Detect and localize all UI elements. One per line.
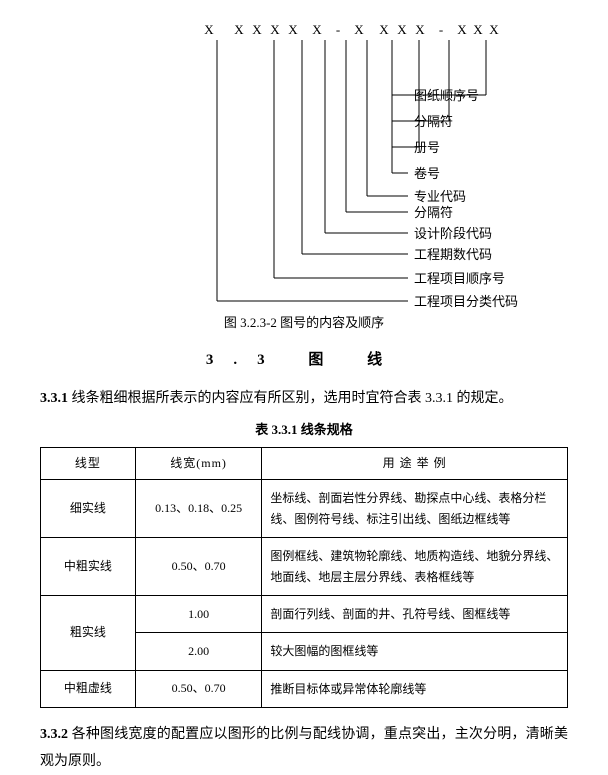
- col-header: 线宽(mm): [135, 448, 261, 480]
- table-caption: 表 3.3.1 线条规格: [40, 420, 568, 441]
- code-diagram: XXXXXX-XXXX-XXX 图纸顺序号分隔符册号卷号专业代码分隔符设计阶段代…: [94, 20, 514, 305]
- cell-width: 0.50、0.70: [135, 538, 261, 596]
- line-spec-table: 线型线宽(mm)用 途 举 例 细实线0.13、0.18、0.25坐标线、剖面岩…: [40, 447, 568, 708]
- cell-width: 0.50、0.70: [135, 670, 261, 707]
- table-row: 中粗实线0.50、0.70图例框线、建筑物轮廓线、地质构造线、地貌分界线、地面线…: [41, 538, 568, 596]
- cell-type: 中粗虚线: [41, 670, 136, 707]
- diagram-label: 卷号: [414, 164, 440, 185]
- cell-use: 坐标线、剖面岩性分界线、勘探点中心线、表格分栏线、图例符号线、标注引出线、图纸边…: [262, 480, 568, 538]
- paragraph-3-3-2: 3.3.2 各种图线宽度的配置应以图形的比例与配线协调，重点突出，主次分明，清晰…: [40, 722, 568, 775]
- para-text: 各种图线宽度的配置应以图形的比例与配线协调，重点突出，主次分明，清晰美观为原则。: [40, 727, 568, 769]
- paragraph-3-3-1: 3.3.1 线条粗细根据所表示的内容应有所区别，选用时宜符合表 3.3.1 的规…: [40, 386, 568, 413]
- para-number: 3.3.2: [40, 727, 68, 742]
- col-header: 用 途 举 例: [262, 448, 568, 480]
- diagram-label: 设计阶段代码: [414, 224, 492, 245]
- diagram-label: 工程项目顺序号: [414, 269, 505, 290]
- para-text: 线条粗细根据所表示的内容应有所区别，选用时宜符合表 3.3.1 的规定。: [68, 391, 513, 406]
- cell-use: 剖面行列线、剖面的井、孔符号线、图框线等: [262, 595, 568, 632]
- diagram-label: 册号: [414, 138, 440, 159]
- cell-type: 粗实线: [41, 595, 136, 670]
- cell-width: 1.00: [135, 595, 261, 632]
- figure-caption: 图 3.2.3-2 图号的内容及顺序: [40, 313, 568, 334]
- diagram-lines: [94, 20, 514, 310]
- diagram-label: 分隔符: [414, 112, 453, 133]
- cell-use: 图例框线、建筑物轮廓线、地质构造线、地貌分界线、地面线、地层主层分界线、表格框线…: [262, 538, 568, 596]
- cell-type: 细实线: [41, 480, 136, 538]
- section-heading: 3.3 图 线: [40, 348, 568, 372]
- cell-use: 较大图幅的图框线等: [262, 633, 568, 670]
- table-row: 中粗虚线0.50、0.70推断目标体或异常体轮廓线等: [41, 670, 568, 707]
- cell-width: 0.13、0.18、0.25: [135, 480, 261, 538]
- para-number: 3.3.1: [40, 391, 68, 406]
- col-header: 线型: [41, 448, 136, 480]
- diagram-label: 图纸顺序号: [414, 86, 479, 107]
- table-row: 细实线0.13、0.18、0.25坐标线、剖面岩性分界线、勘探点中心线、表格分栏…: [41, 480, 568, 538]
- table-row: 粗实线1.00剖面行列线、剖面的井、孔符号线、图框线等: [41, 595, 568, 632]
- cell-type: 中粗实线: [41, 538, 136, 596]
- diagram-label: 工程项目分类代码: [414, 292, 518, 313]
- cell-width: 2.00: [135, 633, 261, 670]
- diagram-label: 工程期数代码: [414, 245, 492, 266]
- diagram-label: 分隔符: [414, 203, 453, 224]
- cell-use: 推断目标体或异常体轮廓线等: [262, 670, 568, 707]
